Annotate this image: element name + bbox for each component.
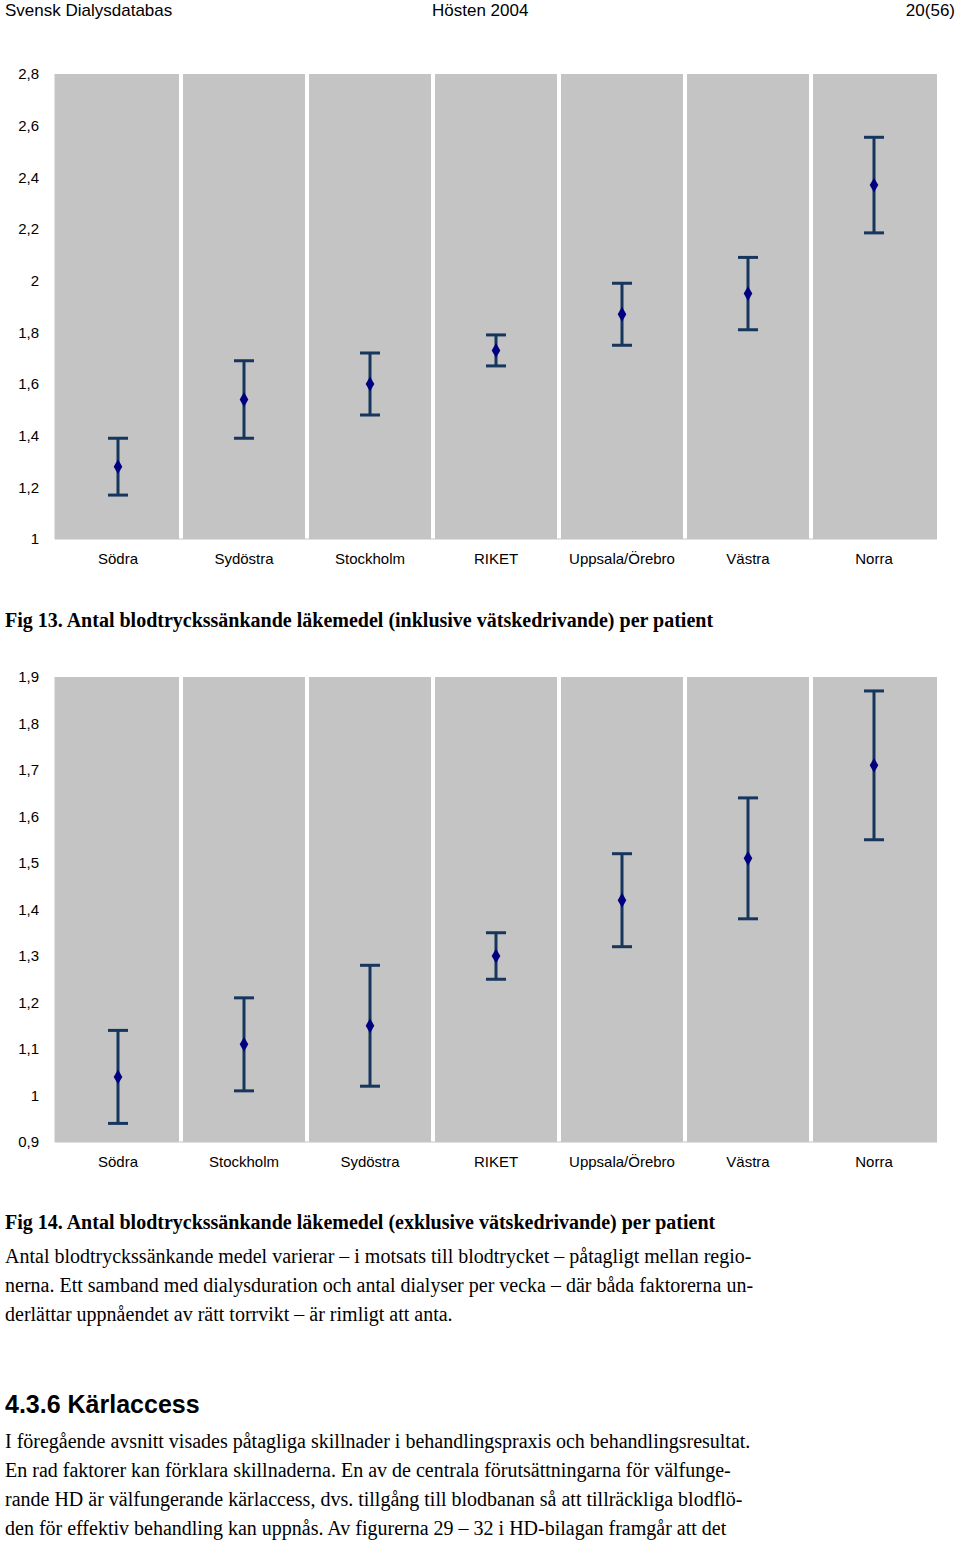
- svg-text:Uppsala/Örebro: Uppsala/Örebro: [569, 1153, 675, 1170]
- svg-text:2,2: 2,2: [18, 220, 39, 237]
- svg-text:Södra: Södra: [98, 550, 139, 567]
- svg-text:1,3: 1,3: [18, 947, 39, 964]
- svg-text:1,2: 1,2: [18, 994, 39, 1011]
- html-text:den för effektiv behandling ka: den för effektiv behandling kan uppnås. …: [5, 1517, 727, 1539]
- svg-text:1,6: 1,6: [18, 808, 39, 825]
- svg-text:Norra: Norra: [855, 1153, 893, 1170]
- svg-text:Stockholm: Stockholm: [209, 1153, 279, 1170]
- svg-text:Sydöstra: Sydöstra: [340, 1153, 400, 1170]
- html-text:nerna. Ett samband med dialysd: nerna. Ett samband med dialysduration oc…: [5, 1274, 753, 1296]
- svg-text:1,5: 1,5: [18, 854, 39, 871]
- html-text:4.3.6 Kärlaccess: 4.3.6 Kärlaccess: [5, 1390, 200, 1418]
- svg-text:0,9: 0,9: [18, 1133, 39, 1150]
- html-text:Fig 14. Antal blodtryckssänkan: Fig 14. Antal blodtryckssänkande läkemed…: [5, 1211, 716, 1233]
- svg-text:1,1: 1,1: [18, 1040, 39, 1057]
- html-text:Antal blodtryckssänkande medel: Antal blodtryckssänkande medel varierar …: [5, 1245, 752, 1267]
- svg-text:Södra: Södra: [98, 1153, 139, 1170]
- svg-text:1: 1: [31, 1087, 39, 1104]
- html-text:20(56): 20(56): [905, 1, 955, 20]
- svg-text:RIKET: RIKET: [474, 550, 518, 567]
- svg-text:2,4: 2,4: [18, 169, 39, 186]
- html-text:En rad faktorer kan förklara s: En rad faktorer kan förklara skillnadern…: [5, 1459, 731, 1481]
- html-text:I föregående avsnitt visades p: I föregående avsnitt visades påtagliga s…: [5, 1430, 751, 1452]
- svg-text:2,8: 2,8: [18, 65, 39, 82]
- html-text:Fig 13. Antal blodtryckssänkan: Fig 13. Antal blodtryckssänkande läkemed…: [5, 609, 713, 631]
- svg-text:2: 2: [31, 272, 39, 289]
- html-text:Svensk Dialysdatabas: Svensk Dialysdatabas: [5, 1, 173, 20]
- svg-text:1,8: 1,8: [18, 715, 39, 732]
- html-text:Hösten 2004: Hösten 2004: [432, 1, 529, 20]
- svg-text:2,6: 2,6: [18, 117, 39, 134]
- svg-text:Sydöstra: Sydöstra: [214, 550, 274, 567]
- svg-text:Västra: Västra: [726, 550, 770, 567]
- svg-text:1,6: 1,6: [18, 375, 39, 392]
- svg-text:Stockholm: Stockholm: [335, 550, 405, 567]
- svg-text:1,4: 1,4: [18, 427, 39, 444]
- svg-text:Västra: Västra: [726, 1153, 770, 1170]
- svg-text:1,2: 1,2: [18, 479, 39, 496]
- svg-text:Norra: Norra: [855, 550, 893, 567]
- svg-text:1,9: 1,9: [18, 668, 39, 685]
- svg-text:1,7: 1,7: [18, 761, 39, 778]
- svg-text:1: 1: [31, 530, 39, 547]
- svg-text:Uppsala/Örebro: Uppsala/Örebro: [569, 550, 675, 567]
- svg-text:1,4: 1,4: [18, 901, 39, 918]
- svg-text:1,8: 1,8: [18, 324, 39, 341]
- html-text:derlättar uppnåendet av rätt t: derlättar uppnåendet av rätt torrvikt – …: [5, 1303, 453, 1325]
- svg-text:RIKET: RIKET: [474, 1153, 518, 1170]
- html-text:rande HD är välfungerande kärl: rande HD är välfungerande kärlaccess, dv…: [5, 1488, 743, 1510]
